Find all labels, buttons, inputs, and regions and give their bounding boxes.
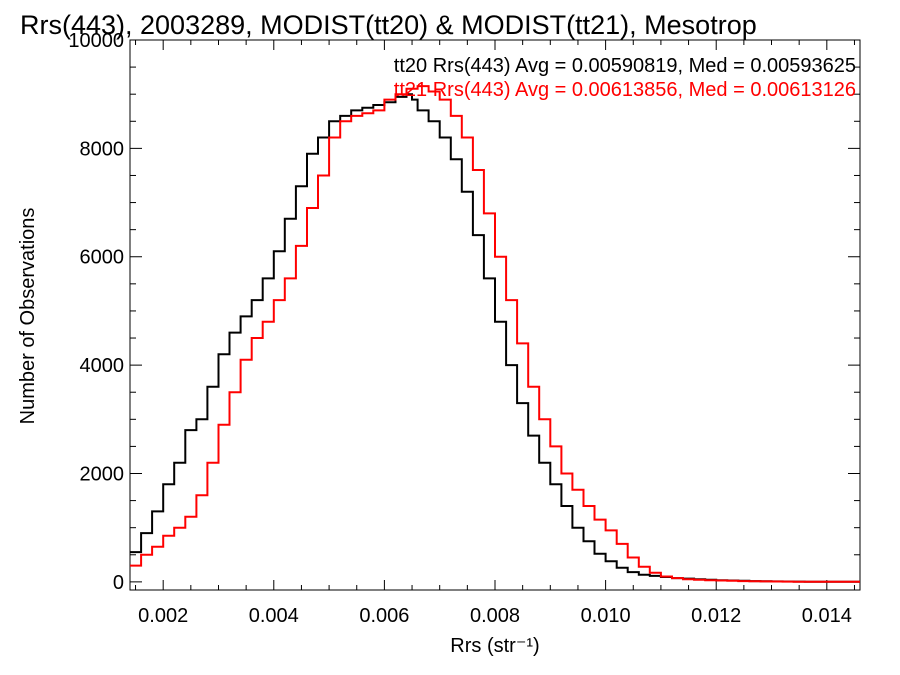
- annotation-tt21-stats: tt21 Rrs(443) Avg = 0.00613856, Med = 0.…: [394, 79, 856, 101]
- plot-area: 0.002 0.004 0.006 0.008 0.010 0.012 0.014 0 200…: [68, 30, 861, 627]
- x-tick-label: 0.006: [359, 605, 409, 627]
- chart-title: Rrs(443), 2003289, MODIST(tt20) & MODIST…: [20, 10, 757, 40]
- y-tick-label: 2000: [80, 463, 125, 485]
- x-axis: 0.002 0.004 0.006 0.008 0.010 0.012 0.014: [135, 40, 855, 627]
- y-tick-label: 8000: [80, 138, 125, 160]
- annotation-tt20-stats: tt20 Rrs(443) Avg = 0.00590819, Med = 0.…: [394, 55, 856, 77]
- x-axis-label: Rrs (str⁻¹): [450, 635, 539, 657]
- series-tt21-line: [130, 85, 860, 583]
- x-tick-label: 0.002: [138, 605, 188, 627]
- y-axis: 0 2000 4000 6000 8000 10000: [68, 30, 860, 594]
- y-tick-label: 6000: [80, 247, 125, 269]
- x-tick-label: 0.010: [581, 605, 631, 627]
- series-group: [130, 85, 860, 583]
- x-tick-label: 0.014: [802, 605, 852, 627]
- x-tick-label: 0.008: [470, 605, 520, 627]
- series-tt20-line: [130, 93, 860, 583]
- y-tick-label: 4000: [80, 355, 125, 377]
- y-axis-label: Number of Observations: [17, 208, 39, 425]
- y-tick-label: 0: [113, 572, 124, 594]
- y-tick-label: 10000: [68, 30, 124, 52]
- x-tick-label: 0.004: [249, 605, 299, 627]
- x-tick-label: 0.012: [691, 605, 741, 627]
